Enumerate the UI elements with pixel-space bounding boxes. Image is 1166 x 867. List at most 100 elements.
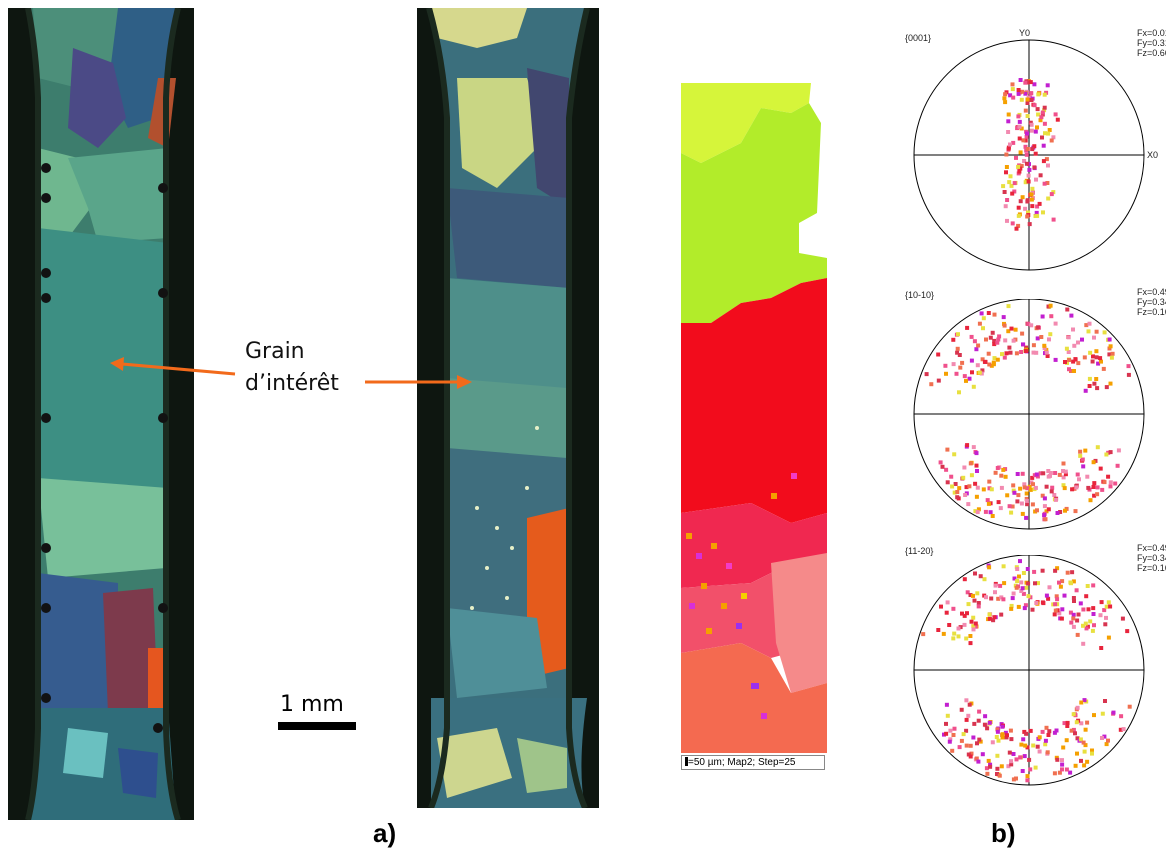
pole-point xyxy=(1108,484,1113,489)
pole-point xyxy=(1046,474,1051,479)
pole-point xyxy=(1017,574,1021,579)
pole-point xyxy=(968,754,973,759)
pole-point xyxy=(1083,743,1088,748)
pole-point xyxy=(936,352,941,357)
pole-point xyxy=(1019,97,1024,102)
pole-point xyxy=(970,370,974,375)
pole-point xyxy=(1021,591,1026,596)
pole-point xyxy=(1003,92,1008,97)
pole-point xyxy=(1020,89,1025,94)
pole-point xyxy=(1014,776,1018,781)
pole-point xyxy=(1028,120,1033,125)
pole-point xyxy=(1068,610,1073,615)
pole-point xyxy=(1064,767,1069,772)
pole-figure-plot xyxy=(913,555,1145,786)
pole-point xyxy=(967,376,972,381)
pole-point xyxy=(962,577,967,582)
pole-point xyxy=(1029,122,1034,127)
pole-point xyxy=(954,371,959,376)
pole-point xyxy=(1055,757,1060,762)
pole-point xyxy=(982,359,987,364)
pole-point xyxy=(1083,727,1088,732)
pole-point xyxy=(1009,606,1014,611)
pole-point xyxy=(1045,354,1050,358)
pole-point xyxy=(964,717,969,722)
pole-point xyxy=(1065,724,1070,728)
pole-point xyxy=(993,583,998,588)
pole-point xyxy=(944,702,949,707)
pole-point xyxy=(1078,449,1083,454)
pole-point xyxy=(956,332,960,337)
pole-point xyxy=(1038,471,1043,476)
pole-point xyxy=(1098,466,1103,471)
pole-point xyxy=(1020,331,1025,336)
pole-point xyxy=(965,443,970,448)
pole-point xyxy=(1030,204,1035,209)
grain-of-interest-label: Grain d’intérêt xyxy=(245,336,375,400)
pole-point xyxy=(964,485,969,490)
pole-point xyxy=(1107,352,1112,357)
pole-figure-plot xyxy=(913,39,1145,271)
pole-point xyxy=(1043,742,1048,747)
pole-point xyxy=(1003,100,1008,105)
pole-point xyxy=(1110,351,1115,356)
pole-point xyxy=(1120,616,1125,621)
pole-point xyxy=(1060,607,1065,612)
pole-point xyxy=(975,591,980,596)
pole-point xyxy=(962,622,967,627)
pole-point xyxy=(974,451,979,456)
pole-point xyxy=(1005,198,1010,202)
pole-point xyxy=(1046,733,1051,737)
pole-point xyxy=(1009,326,1014,331)
pole-point xyxy=(955,346,960,351)
pole-point xyxy=(1082,355,1087,360)
pole-point xyxy=(1052,612,1057,617)
pole-point xyxy=(976,601,981,605)
pole-figure-fz: Fz=0.167 xyxy=(1137,563,1166,573)
pole-point xyxy=(987,565,992,570)
pole-point xyxy=(1035,204,1040,209)
pole-point xyxy=(999,595,1004,600)
pole-point xyxy=(1009,762,1014,767)
pole-point xyxy=(977,321,982,326)
grain-label-line2: d’intérêt xyxy=(245,371,339,396)
pole-point xyxy=(990,740,995,745)
pole-point xyxy=(1014,351,1019,356)
pole-point xyxy=(1010,191,1015,196)
pole-point xyxy=(1092,481,1097,486)
pole-point xyxy=(1021,138,1026,143)
pole-point xyxy=(1076,361,1081,366)
pole-point xyxy=(1108,381,1113,386)
pole-point xyxy=(1029,323,1034,328)
pole-point xyxy=(1107,346,1112,351)
pole-point xyxy=(1067,358,1072,362)
pole-point xyxy=(1008,174,1013,179)
pole-point xyxy=(1053,602,1058,607)
pole-point xyxy=(1009,603,1014,608)
pole-point xyxy=(1010,504,1015,509)
pole-point xyxy=(1088,619,1093,624)
pole-point xyxy=(941,631,946,636)
pole-point xyxy=(1029,192,1034,197)
pole-point xyxy=(1007,750,1012,755)
pole-point xyxy=(1008,728,1013,733)
pole-point xyxy=(1055,117,1060,122)
pole-point xyxy=(975,485,980,490)
pole-point xyxy=(1027,222,1032,227)
pole-point xyxy=(971,615,976,620)
pole-point xyxy=(1075,705,1080,710)
pole-point xyxy=(1006,329,1011,334)
pole-point xyxy=(999,485,1004,490)
pole-point xyxy=(989,363,994,368)
pole-point xyxy=(974,756,979,761)
pole-point xyxy=(1000,732,1005,737)
pole-point xyxy=(1018,166,1023,171)
pole-point xyxy=(967,702,972,707)
pole-point xyxy=(1006,119,1011,124)
pole-point xyxy=(999,764,1004,769)
pole-point xyxy=(1040,568,1045,573)
pole-point xyxy=(1013,327,1018,332)
pole-point xyxy=(965,611,969,616)
pole-point xyxy=(1049,138,1054,143)
pole-point xyxy=(936,628,941,632)
